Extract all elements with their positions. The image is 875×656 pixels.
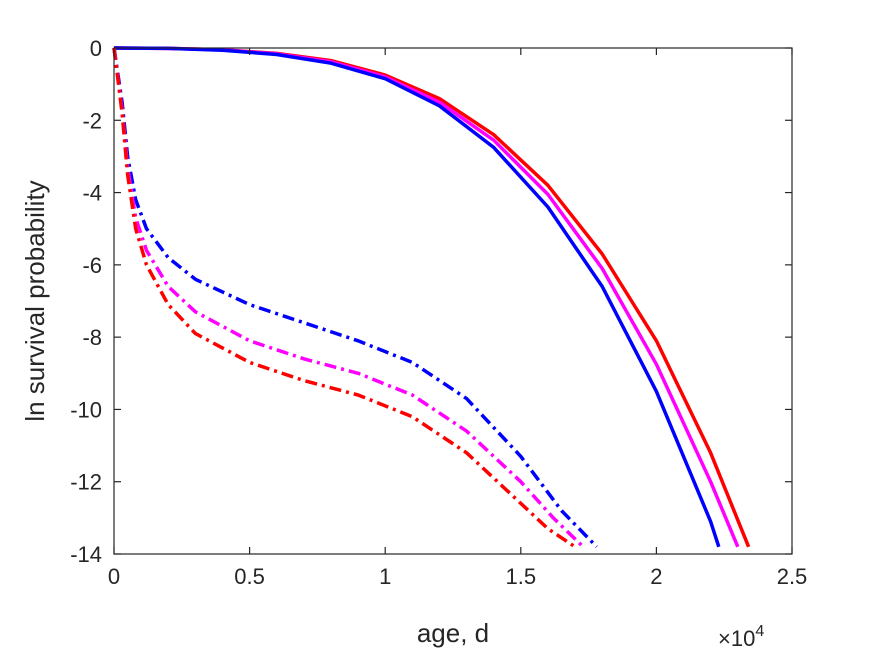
y-tick-label: -6 [82,253,102,278]
y-axis-label: ln survival probability [20,180,50,421]
y-tick-label: -12 [70,470,102,495]
series-line-5 [112,47,585,549]
x-tick-label: 1.5 [506,564,537,589]
x-tick-label: 2 [650,564,662,589]
x-tick-label: 0.5 [234,564,265,589]
x-multiplier-base: ×10 [718,626,755,651]
series-layer [112,46,751,549]
x-tick-label: 1 [379,564,391,589]
series-line-6 [112,47,576,549]
series-line-3 [113,46,721,548]
y-tick-label: -14 [70,542,102,567]
y-tick-label: -10 [70,397,102,422]
x-tick-label: 0 [108,564,120,589]
y-tick-label: -2 [82,108,102,133]
y-tick-label: 0 [90,36,102,61]
x-axis-multiplier: ×104 [718,623,764,651]
x-axis-label: age, d [417,618,489,648]
series-line-4 [112,47,598,549]
y-tick-label: -4 [82,181,102,206]
x-multiplier-exponent: 4 [755,623,764,640]
series-line-2 [113,46,740,548]
x-tick-label: 2.5 [777,564,808,589]
tick-layer: 0 0.5 1 1.5 2 2.5 0 -2 -4 -6 -8 -10 -12 -14 [70,36,807,589]
y-tick-label: -8 [82,325,102,350]
series-line-1 [113,46,751,548]
plot-frame [113,47,793,555]
